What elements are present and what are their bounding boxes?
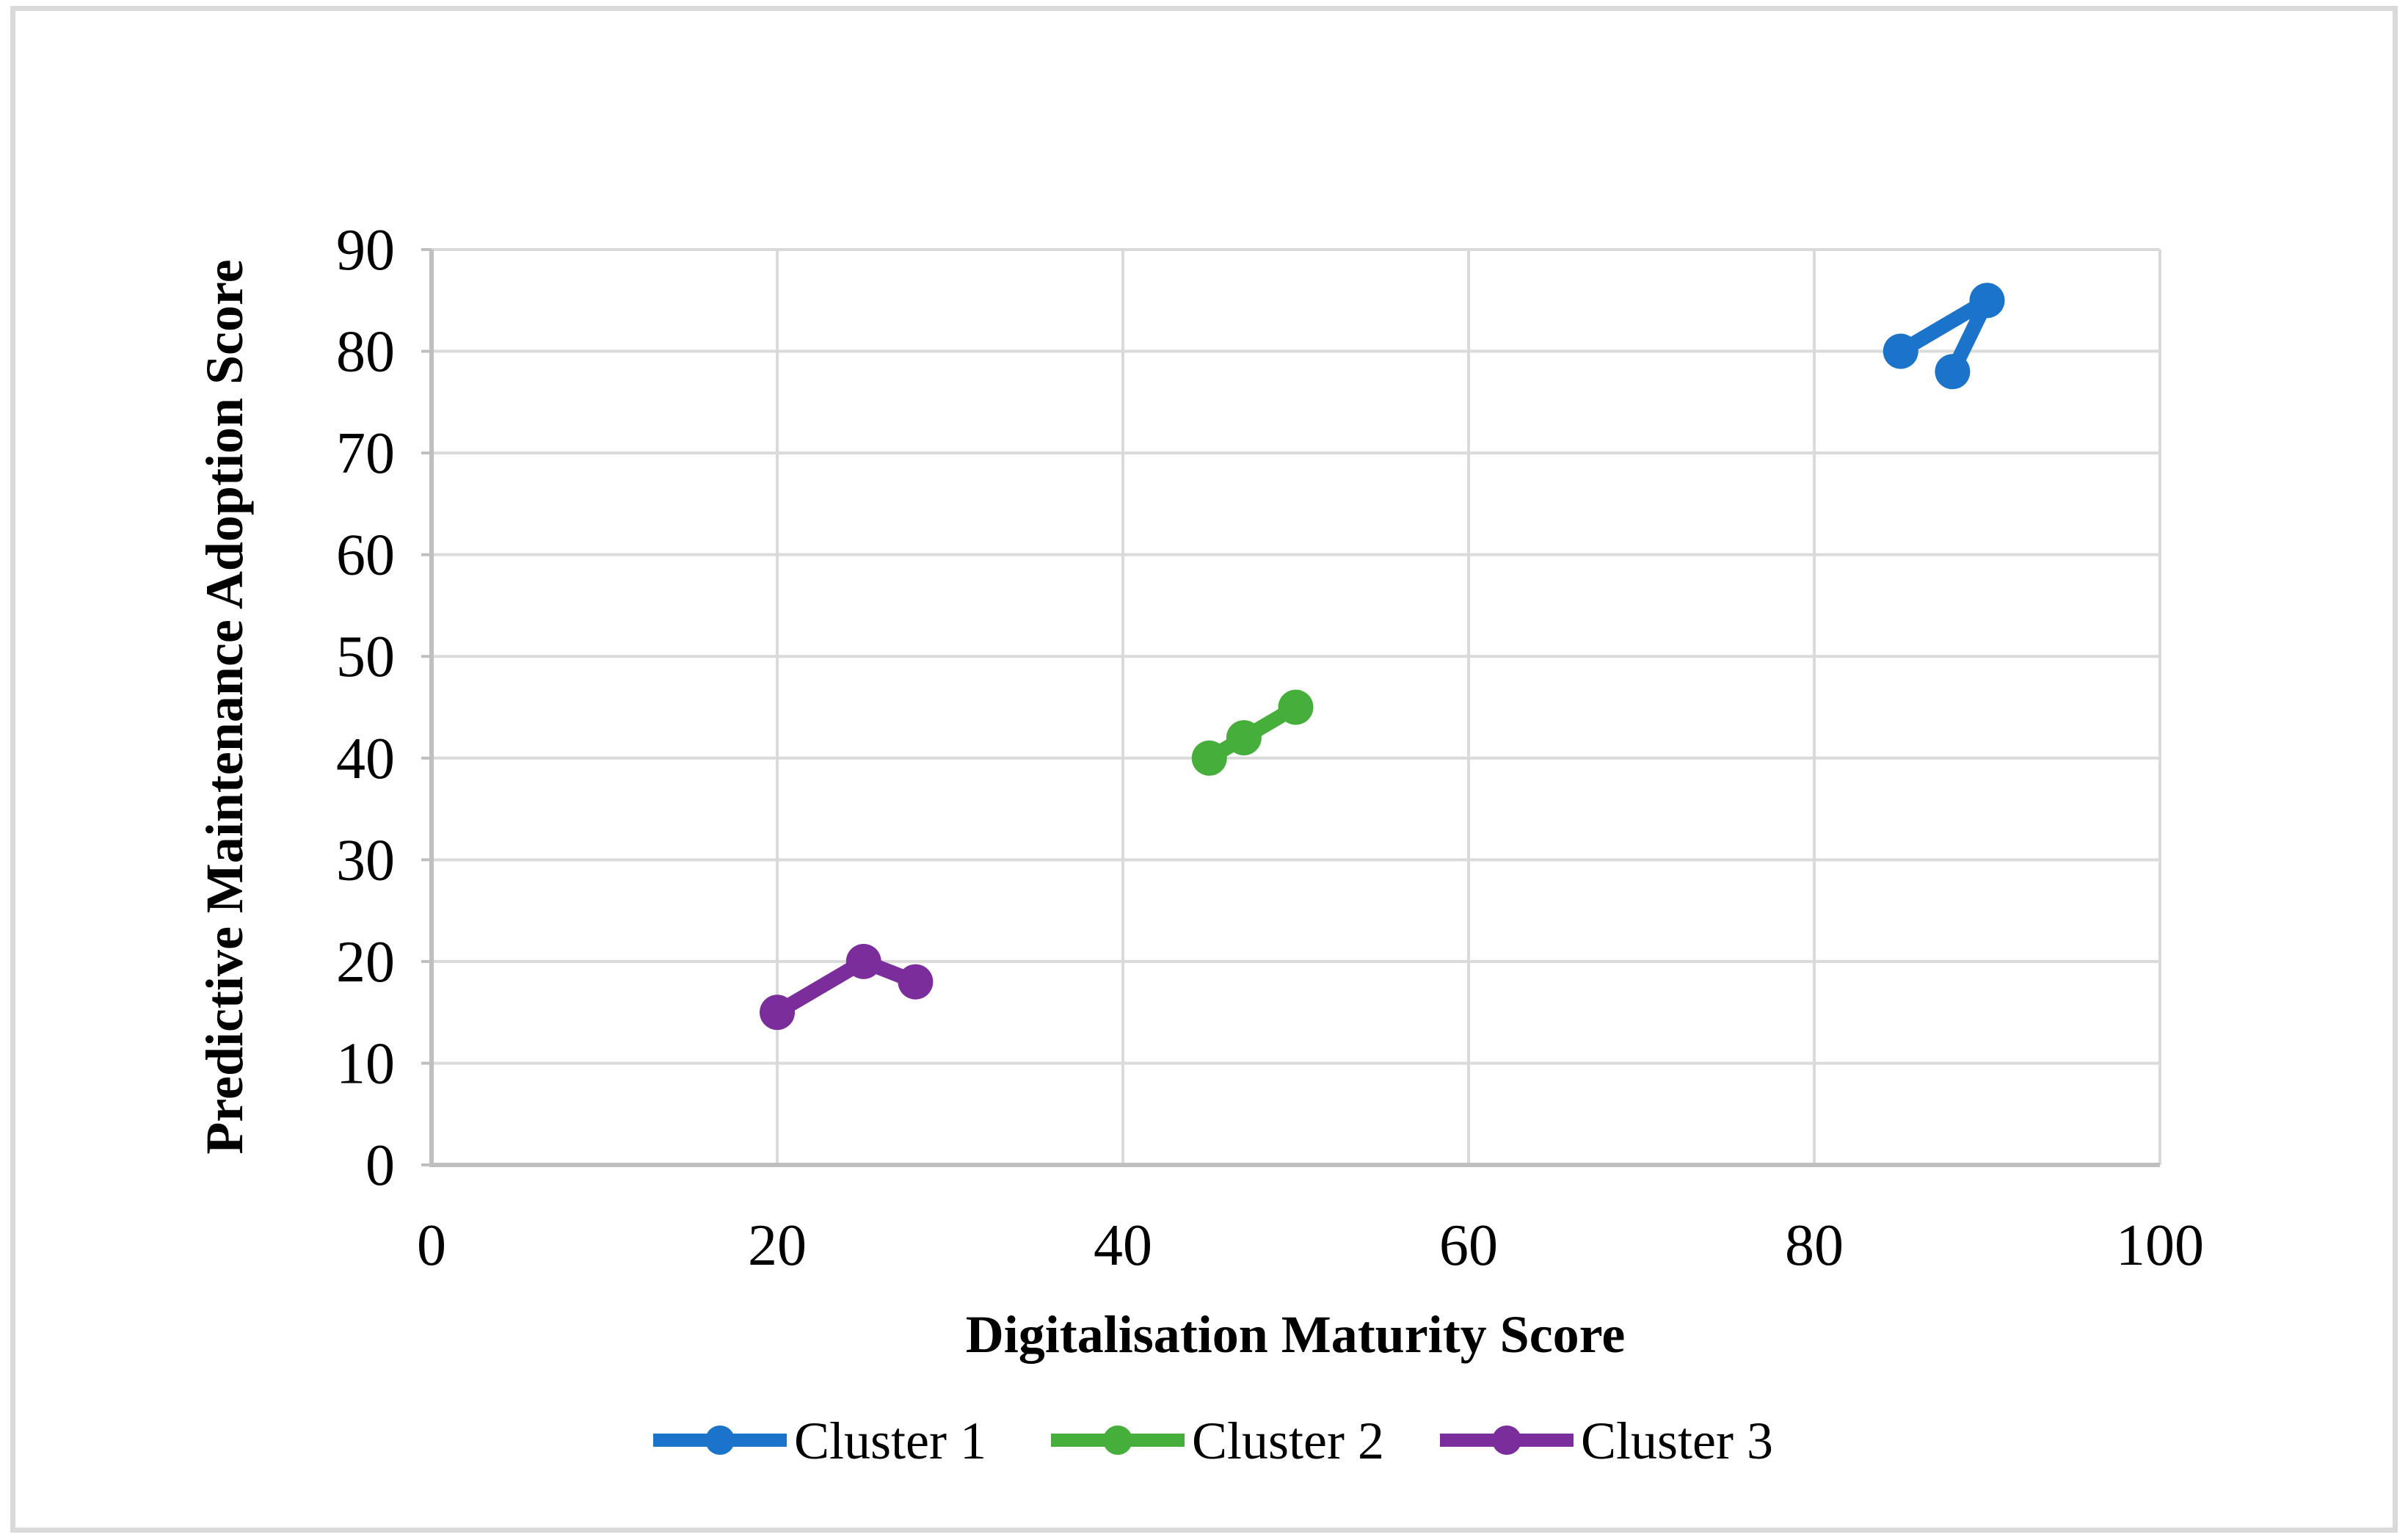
x-axis-title: Digitalisation Maturity Score — [966, 1305, 1626, 1364]
x-tick-label: 40 — [1094, 1213, 1152, 1278]
data-point-cluster-2 — [1226, 720, 1262, 756]
x-tick-labels: 0 20 40 60 80 100 — [417, 1213, 2204, 1278]
data-point-cluster-1 — [1969, 283, 2005, 319]
y-tick-labels: 0 10 20 30 40 50 60 70 80 90 — [336, 218, 395, 1198]
legend-item-cluster-2: Cluster 2 — [1051, 1412, 1384, 1470]
legend-dot-marker-cluster-2 — [1103, 1425, 1132, 1455]
y-tick-label: 70 — [336, 421, 395, 486]
series-line-3 — [770, 954, 923, 1020]
legend-item-cluster-1: Cluster 1 — [653, 1412, 986, 1470]
x-tick-label: 20 — [748, 1213, 807, 1278]
y-tick-label: 30 — [336, 828, 395, 893]
legend-label-cluster-1: Cluster 1 — [794, 1412, 986, 1470]
legend-item-cluster-3: Cluster 3 — [1440, 1412, 1773, 1470]
y-tick-label: 20 — [336, 930, 395, 995]
data-point-cluster-1 — [1935, 354, 1971, 390]
y-tick-label: 0 — [365, 1133, 395, 1198]
plot-series — [760, 283, 2005, 1031]
x-tick-label: 0 — [417, 1213, 446, 1278]
y-tick-label: 80 — [336, 320, 395, 385]
x-tick-label: 60 — [1439, 1213, 1498, 1278]
legend-label-cluster-3: Cluster 3 — [1581, 1412, 1773, 1470]
data-point-cluster-1 — [1883, 333, 1918, 369]
legend-label-cluster-2: Cluster 2 — [1192, 1412, 1384, 1470]
x-tick-label: 80 — [1785, 1213, 1844, 1278]
data-point-cluster-3 — [898, 964, 934, 1000]
data-point-cluster-2 — [1191, 740, 1227, 776]
y-tick-label: 60 — [336, 523, 395, 588]
data-point-cluster-3 — [845, 943, 881, 979]
y-axis-title: Predictive Maintenance Adoption Score — [195, 259, 254, 1154]
y-tick-label: 40 — [336, 727, 395, 791]
legend: Cluster 1 Cluster 2 Cluster 3 — [653, 1412, 1773, 1470]
y-tick-label: 10 — [336, 1031, 395, 1096]
legend-dot-marker-cluster-1 — [705, 1425, 735, 1455]
data-point-cluster-2 — [1278, 689, 1314, 725]
y-tick-label: 50 — [336, 625, 395, 689]
legend-dot-marker-cluster-3 — [1492, 1425, 1521, 1455]
data-point-cluster-3 — [760, 995, 795, 1031]
x-tick-label: 100 — [2116, 1213, 2204, 1278]
y-tick-label: 90 — [336, 218, 395, 283]
